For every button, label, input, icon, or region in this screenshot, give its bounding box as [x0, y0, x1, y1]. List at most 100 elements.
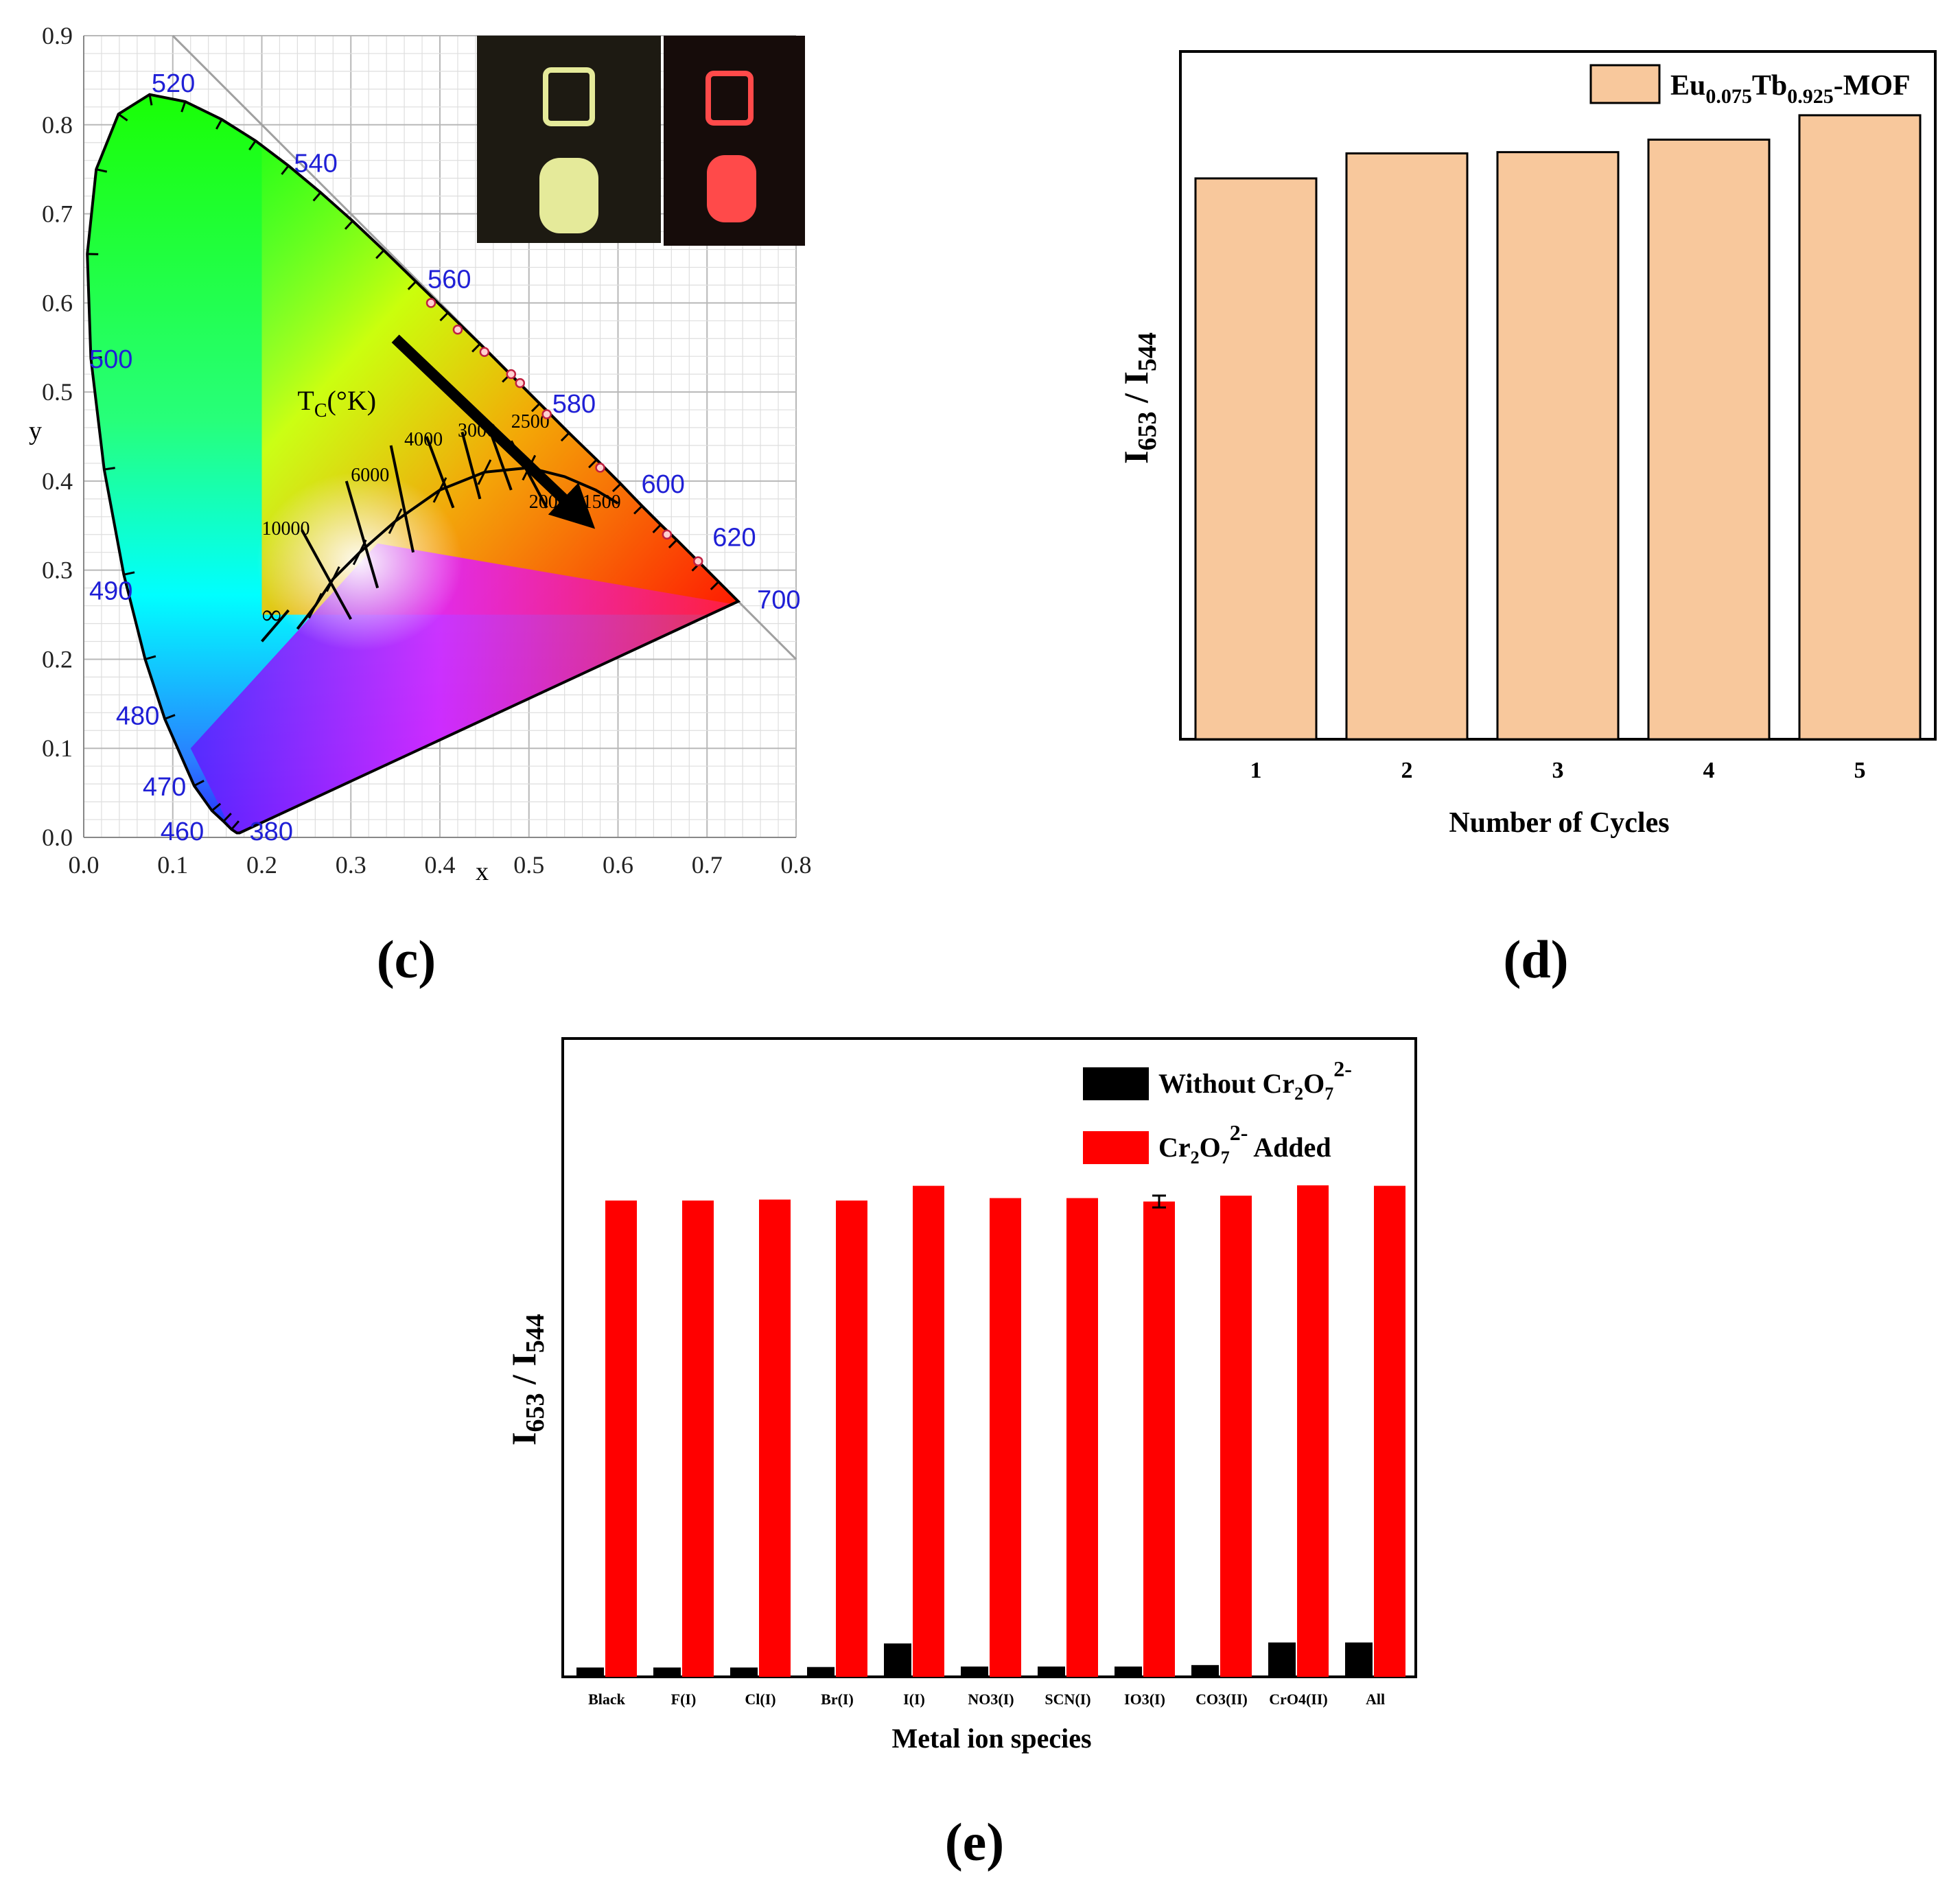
cycle-tick-label: 3: [1552, 758, 1564, 783]
cie-y-axis-label: y: [29, 417, 42, 445]
spectral-tick: [148, 94, 153, 106]
spectral-tick: [652, 524, 662, 533]
cie-y-tick-label: 0.7: [42, 200, 73, 228]
isotemperature-line: [389, 445, 415, 553]
cycle-bar: [1345, 152, 1469, 741]
added-bar: [836, 1200, 867, 1677]
cycle-tick-label: 1: [1250, 758, 1262, 783]
spectral-tick: [633, 505, 643, 515]
planck-tick: [325, 566, 340, 592]
tc-label: TC(°K): [297, 385, 376, 421]
isotemperature-line: [345, 480, 380, 589]
wavelength-label: 540: [294, 150, 337, 178]
wavelength-label: 470: [143, 773, 186, 802]
vial-cap-red: [705, 71, 754, 126]
ion-tick-label: CO3(II): [1195, 1691, 1248, 1708]
planck-tick: [388, 508, 403, 534]
isotemperature-line: [301, 529, 353, 620]
sample-point: [595, 463, 605, 473]
added-bar: [913, 1185, 944, 1677]
planck-tick: [477, 459, 492, 485]
spectral-tick: [588, 459, 598, 469]
wavelength-label: 600: [641, 470, 684, 499]
cie-x-tick-label: 0.4: [425, 851, 456, 879]
panel-label-d: (d): [1503, 929, 1568, 989]
wavelength-label: 490: [89, 577, 132, 606]
sample-point: [515, 378, 526, 388]
without-bar: [1115, 1666, 1142, 1677]
cycles-x-ticks: 1 2 3 4 5: [1250, 758, 1866, 783]
cycles-chart: 1 2 3 4 5 Number of Cycles I653 / I544 Eu0.0…: [1117, 50, 1937, 839]
cie-y-tick-label: 0.5: [42, 378, 73, 406]
cycle-tick-label: 5: [1854, 758, 1866, 783]
wavelength-label: 480: [116, 701, 159, 730]
cycle-tick-label: 4: [1703, 758, 1715, 783]
ion-tick-label: SCN(I): [1045, 1691, 1090, 1708]
wavelength-label: 620: [712, 524, 756, 553]
cie-x-tick-label: 0.0: [69, 851, 100, 879]
cycles-legend-swatch: [1589, 64, 1661, 104]
sample-point: [662, 529, 673, 540]
sample-point: [425, 298, 436, 308]
wavelength-label: 380: [250, 817, 293, 846]
wavelength-labels: 520 540 560 500 580 600 620 490 700 480 470 460 380: [89, 69, 801, 846]
ions-legend-swatch-without: [1083, 1067, 1149, 1100]
cie-x-tick-label: 0.8: [781, 851, 812, 879]
ions-x-ticks: Black F(I) Cl(I) Br(I) I(I) NO3(I) SCN(I) IO3(I…: [588, 1691, 1385, 1708]
ions-x-axis-label: Metal ion species: [891, 1723, 1091, 1754]
cie-y-tick-label: 0.4: [42, 467, 73, 495]
without-bar: [1038, 1666, 1065, 1677]
ions-bars: [576, 1185, 1405, 1677]
wavelength-label: 460: [161, 817, 204, 846]
cycles-legend-label: Eu0.075Tb0.925-MOF: [1670, 70, 1911, 108]
spectral-tick: [530, 402, 541, 413]
spectral-tick: [180, 101, 187, 113]
ion-tick-label: NO3(I): [968, 1691, 1014, 1708]
spectral-tick: [312, 192, 322, 202]
without-bar: [961, 1666, 988, 1677]
without-bar: [653, 1667, 681, 1677]
spectral-tick: [95, 168, 108, 173]
spectral-tick: [281, 165, 290, 175]
sample-point: [541, 409, 552, 419]
spectral-tick: [145, 655, 156, 660]
cycle-bar: [1798, 114, 1922, 741]
spectral-tick: [222, 813, 232, 822]
ion-tick-label: I(I): [903, 1691, 925, 1708]
ion-tick-label: IO3(I): [1124, 1691, 1165, 1708]
cycles-bars: [1194, 114, 1922, 741]
spectral-tick: [117, 113, 128, 121]
added-bar: [1220, 1195, 1252, 1677]
ions-y-axis-label: I653 / I544: [504, 1314, 550, 1446]
spectral-tick: [710, 581, 720, 590]
spectral-tick: [407, 281, 417, 290]
sample-point: [693, 556, 703, 566]
cie-y-tick-label: 0.1: [42, 734, 73, 762]
cie-x-axis-label: x: [476, 857, 489, 886]
panel-label-e: (e): [945, 1812, 1005, 1872]
cct-label: 10000: [262, 518, 310, 540]
cie-x-tick-label: 0.5: [513, 851, 544, 879]
ion-tick-label: Black: [588, 1691, 626, 1708]
planck-tick: [308, 592, 323, 619]
cycles-legend: Eu0.075Tb0.925-MOF: [1589, 64, 1911, 108]
without-bar: [1191, 1664, 1219, 1677]
cie-x-tick-label: 0.2: [246, 851, 277, 879]
vial-glow-red: [707, 155, 756, 222]
cycle-bar: [1496, 151, 1620, 741]
spectral-tick: [104, 467, 115, 471]
wavelength-label: 580: [552, 390, 596, 419]
spectral-tick: [439, 312, 449, 322]
sample-points: [425, 298, 703, 566]
spectral-tick: [231, 820, 240, 831]
photo-inset-red: [664, 36, 805, 246]
cie-y-tick-label: 0.8: [42, 111, 73, 139]
without-bar: [1268, 1642, 1296, 1677]
cie-axes: 0.0 0.1 0.2 0.3 0.4 0.5 0.6 0.7 0.8 0.0 0.1 0.2 0.3 0…: [42, 22, 812, 879]
added-bar: [682, 1200, 714, 1677]
wavelength-label: 700: [757, 586, 800, 615]
spectral-tick: [560, 432, 570, 442]
cycles-x-axis-label: Number of Cycles: [1449, 807, 1669, 839]
added-bar: [990, 1198, 1021, 1677]
